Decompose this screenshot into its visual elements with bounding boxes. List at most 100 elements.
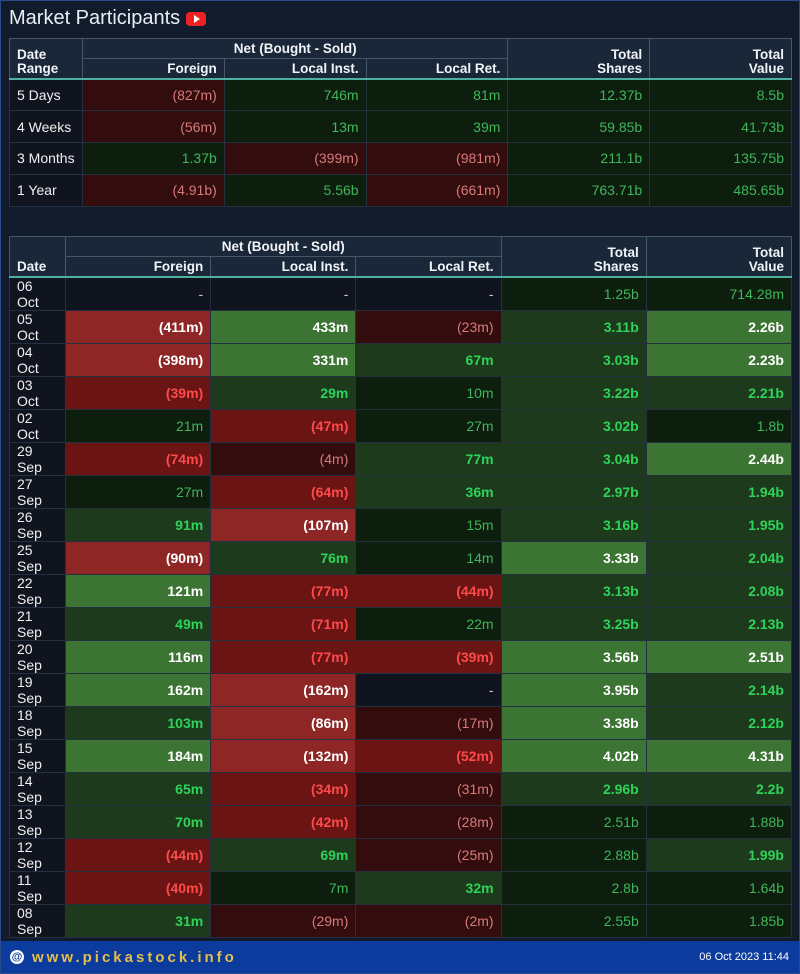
value-cell: 2.88b xyxy=(500,838,647,872)
header: Net (Bought - Sold) xyxy=(81,38,509,59)
summary-table: Date Range Net (Bought - Sold) Total Share… xyxy=(9,38,792,207)
value-cell: 27m xyxy=(355,409,502,443)
value-cell: - xyxy=(355,276,502,311)
date-cell: 06 Oct xyxy=(9,276,66,311)
date-cell: 21 Sep xyxy=(9,607,66,641)
row: 4 Weeks (56m) 13m 39m 59.85b 41.73b xyxy=(9,110,792,144)
date-cell: 14 Sep xyxy=(9,772,66,806)
value-cell: 3.02b xyxy=(500,409,647,443)
value-cell: (132m) xyxy=(210,739,357,773)
value-cell: (4.91b) xyxy=(82,173,225,207)
row: 04 Oct (398m) 331m 67m 3.03b 2.23b xyxy=(9,343,793,377)
value-cell: 1.64b xyxy=(645,871,793,905)
date-cell: 4 Weeks xyxy=(9,110,83,144)
value-cell: 77m xyxy=(355,442,502,476)
row: 05 Oct (411m) 433m (23m) 3.11b 2.26b xyxy=(9,310,793,344)
header: Local Inst. xyxy=(223,58,367,80)
value-cell: (398m) xyxy=(64,343,212,377)
value-cell: 2.97b xyxy=(500,475,647,509)
youtube-icon[interactable] xyxy=(186,11,207,26)
value-cell: 3.11b xyxy=(500,310,647,344)
value-cell: 36m xyxy=(355,475,502,509)
footer: @ www.pickastock.info 06 Oct 2023 11:44 xyxy=(1,941,799,973)
value-cell: 1.95b xyxy=(645,508,793,542)
value-cell: (34m) xyxy=(210,772,357,806)
header: Foreign xyxy=(64,256,212,278)
value-cell: 1.94b xyxy=(645,475,793,509)
value-cell: 763.71b xyxy=(507,173,651,207)
value-cell: (28m) xyxy=(355,805,502,839)
value-cell: 59.85b xyxy=(507,110,651,144)
header: Total Shares xyxy=(500,236,647,278)
value-cell: 1.37b xyxy=(82,142,225,175)
row: 11 Sep (40m) 7m 32m 2.8b 1.64b xyxy=(9,871,793,905)
value-cell: 2.96b xyxy=(500,772,647,806)
value-cell: 2.44b xyxy=(645,442,793,476)
value-cell: 8.5b xyxy=(649,78,792,112)
row: 22 Sep 121m (77m) (44m) 3.13b 2.08b xyxy=(9,574,793,608)
value-cell: (52m) xyxy=(355,739,502,773)
value-cell: 3.33b xyxy=(500,541,647,575)
daily-table: Date Net (Bought - Sold) Total Shares Total… xyxy=(9,236,793,938)
title-bar: Market Participants xyxy=(9,7,207,30)
value-cell: 2.51b xyxy=(500,805,647,839)
value-cell: 32m xyxy=(355,871,502,905)
value-cell: 10m xyxy=(355,376,502,410)
row: 03 Oct (39m) 29m 10m 3.22b 2.21b xyxy=(9,376,793,410)
value-cell: 67m xyxy=(355,343,502,377)
value-cell: 3.03b xyxy=(500,343,647,377)
value-cell: 12.37b xyxy=(507,78,651,112)
date-cell: 27 Sep xyxy=(9,475,66,509)
value-cell: - xyxy=(355,673,502,707)
value-cell: 5.56b xyxy=(223,173,367,207)
value-cell: 485.65b xyxy=(649,173,792,207)
value-cell: 121m xyxy=(64,574,212,608)
header: Date Range xyxy=(9,38,83,80)
value-cell: 1.99b xyxy=(645,838,793,872)
value-cell: 22m xyxy=(355,607,502,641)
value-cell: 65m xyxy=(64,772,212,806)
header: Local Inst. xyxy=(210,256,357,278)
value-cell: 7m xyxy=(210,871,357,905)
row: 5 Days (827m) 746m 81m 12.37b 8.5b xyxy=(9,78,792,112)
date-cell: 3 Months xyxy=(9,142,83,175)
value-cell: (162m) xyxy=(210,673,357,707)
value-cell: (74m) xyxy=(64,442,212,476)
site-link[interactable]: www.pickastock.info xyxy=(32,948,237,966)
value-cell: (47m) xyxy=(210,409,357,443)
row: 06 Oct - - -1.25b 714.28m xyxy=(9,276,793,311)
value-cell: 2.8b xyxy=(500,871,647,905)
value-cell: (17m) xyxy=(355,706,502,740)
date-cell: 26 Sep xyxy=(9,508,66,542)
value-cell: (399m) xyxy=(223,142,367,175)
value-cell: (86m) xyxy=(210,706,357,740)
value-cell: 91m xyxy=(64,508,212,542)
value-cell: (40m) xyxy=(64,871,212,905)
date-cell: 25 Sep xyxy=(9,541,66,575)
header: Local Ret. xyxy=(355,256,502,278)
value-cell: 81m xyxy=(365,78,509,112)
header: Local Ret. xyxy=(365,58,509,80)
value-cell: (29m) xyxy=(210,904,357,938)
header: Foreign xyxy=(82,58,225,80)
row: 25 Sep (90m) 76m 14m 3.33b 2.04b xyxy=(9,541,793,575)
date-cell: 22 Sep xyxy=(9,574,66,608)
value-cell: 116m xyxy=(64,640,212,674)
value-cell: 3.16b xyxy=(500,508,647,542)
value-cell: 103m xyxy=(64,706,212,740)
value-cell: - xyxy=(64,276,212,311)
header: Total Value xyxy=(649,38,792,80)
value-cell: 746m xyxy=(223,78,367,112)
value-cell: 3.95b xyxy=(500,673,647,707)
row: 26 Sep 91m (107m) 15m 3.16b 1.95b xyxy=(9,508,793,542)
date-cell: 12 Sep xyxy=(9,838,66,872)
value-cell: (981m) xyxy=(365,142,509,175)
header: Total Value xyxy=(645,236,793,278)
value-cell: 14m xyxy=(355,541,502,575)
value-cell: 3.13b xyxy=(500,574,647,608)
value-cell: (4m) xyxy=(210,442,357,476)
value-cell: 1.8b xyxy=(645,409,793,443)
header: Net (Bought - Sold) xyxy=(65,236,502,257)
row: 08 Sep 31m (29m) (2m) 2.55b 1.85b xyxy=(9,904,793,938)
